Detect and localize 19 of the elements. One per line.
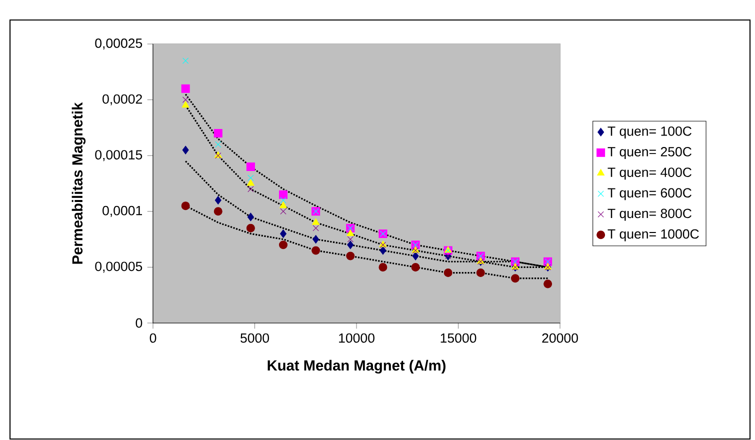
y-tick-label: 0,00025	[95, 38, 142, 50]
legend-label: T quen= 400C	[608, 168, 692, 180]
x-axis-title: Kuat Medan Magnet (A/m)	[268, 360, 446, 374]
y-tick-label: 0,00005	[95, 262, 142, 273]
y-tick-label: 0,00015	[95, 150, 142, 162]
x-tick-label: 5000	[240, 333, 270, 343]
x-tick-label: 15000	[440, 333, 476, 343]
legend-label: T quen= 100C	[608, 126, 692, 138]
y-tick-label: 0,0002	[102, 94, 142, 106]
x-tick-label: 0	[150, 333, 156, 343]
y-axis-title: Permeabilitas Magnetik	[72, 102, 86, 264]
x-tick-label: 20000	[542, 333, 578, 343]
legend-label: T quen= 1000C	[608, 229, 699, 242]
legend-label: T quen= 600C	[608, 188, 692, 200]
legend-label: T quen= 800C	[608, 208, 692, 221]
x-tick-label: 10000	[339, 333, 374, 343]
y-tick-label: 0,0001	[102, 206, 142, 217]
legend-label: T quen= 250C	[608, 147, 692, 160]
y-tick-label: 0	[136, 318, 142, 328]
